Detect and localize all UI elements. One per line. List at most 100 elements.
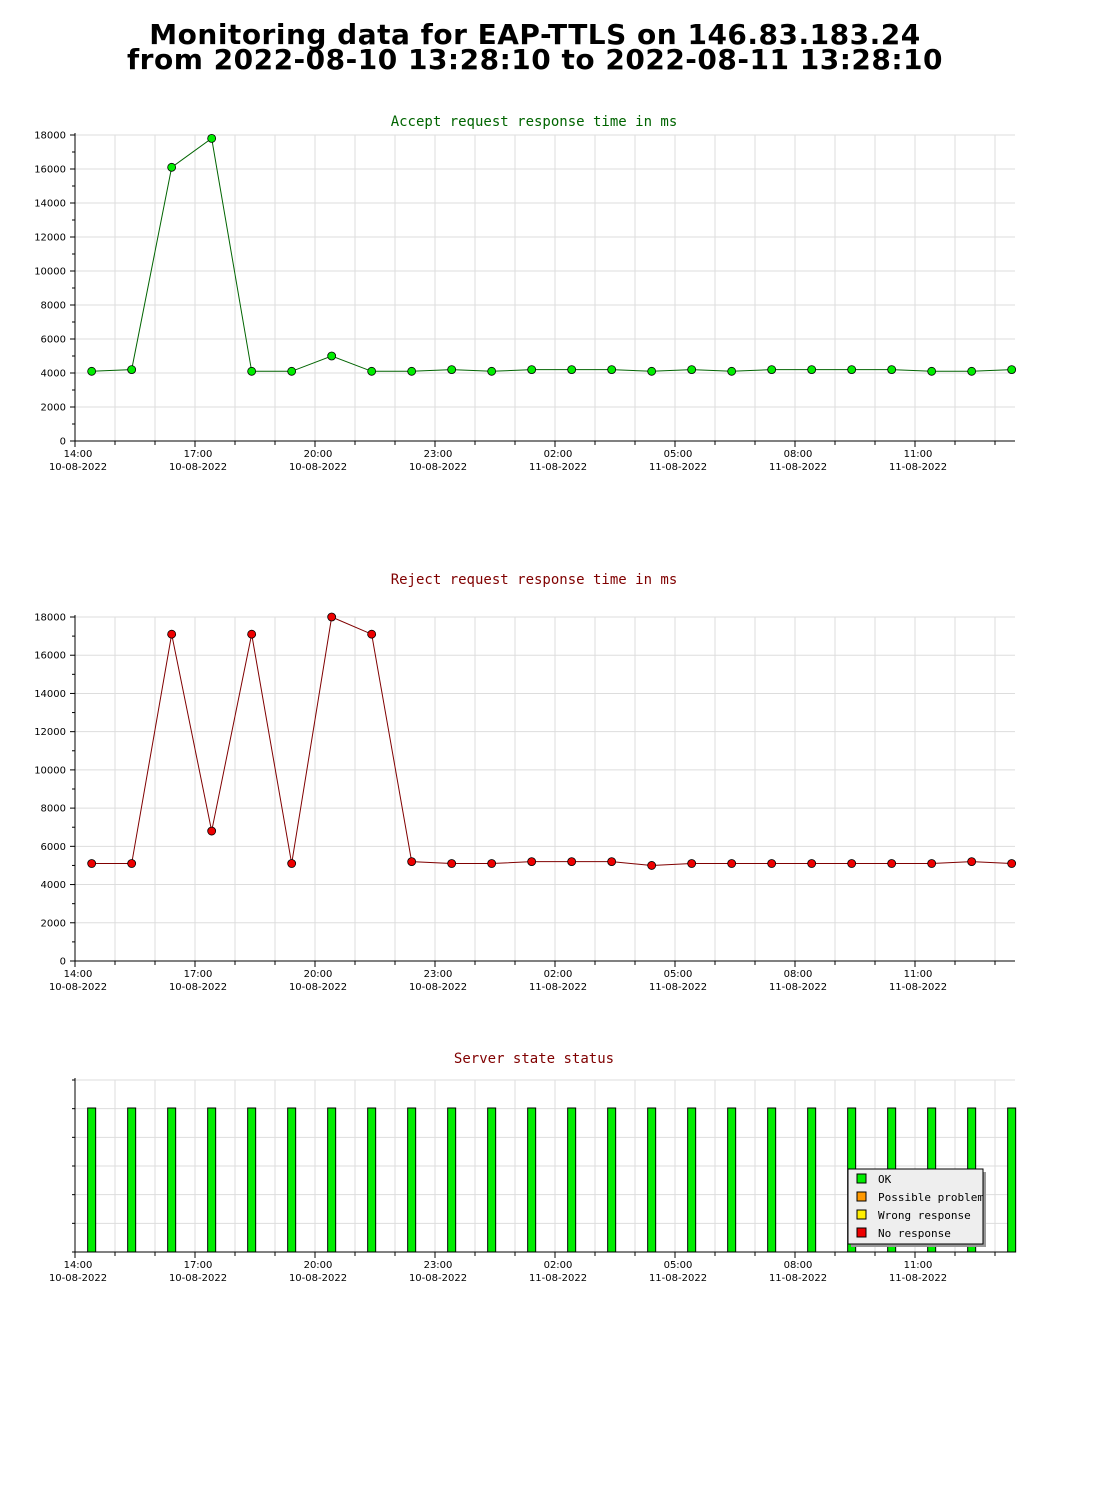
chart1-data-point (367, 366, 377, 376)
chart1-data-point (527, 365, 537, 375)
chart3-xtick-time: 23:00 (424, 1260, 453, 1271)
chart2-data-point (127, 859, 137, 868)
chart1-data-point (167, 162, 177, 172)
chart1-data-point (927, 366, 937, 376)
chart1-data-point (407, 366, 417, 376)
chart1-ytick-label: 4000 (41, 369, 66, 380)
chart1-data-point (567, 365, 577, 375)
chart2-title: Reject request response time in ms (391, 572, 678, 588)
chart3-xtick-time: 02:00 (544, 1260, 573, 1271)
chart2-data-point (487, 859, 497, 868)
chart1-data-point (447, 365, 457, 375)
chart2-data-point (647, 861, 657, 870)
chart3-status-bar (527, 1107, 537, 1253)
chart3-status-bar (327, 1107, 337, 1253)
chart1-xtick-date: 11-08-2022 (889, 462, 947, 473)
chart1-xtick-time: 20:00 (304, 449, 333, 460)
chart1-data-point (967, 366, 977, 376)
chart1-data-point (127, 365, 137, 375)
chart1-data-point (687, 365, 697, 375)
page-title-line2: from 2022-08-10 13:28:10 to 2022-08-11 1… (126, 43, 944, 76)
chart2-ytick-label: 14000 (34, 689, 66, 700)
chart3-status-bar (287, 1107, 297, 1253)
chart3-title: Server state status (454, 1051, 614, 1067)
chart2-data-point (527, 857, 537, 867)
legend-label: OK (878, 1173, 892, 1186)
chart3-status-bar (127, 1107, 137, 1253)
legend-label: Wrong response (878, 1209, 971, 1222)
chart1-ytick-label: 18000 (34, 131, 66, 142)
chart3-xtick-date: 11-08-2022 (769, 1273, 827, 1284)
chart3-status-bar (167, 1107, 177, 1253)
chart1-data-point (287, 366, 297, 376)
chart3-status-bar (447, 1107, 457, 1253)
chart1-data-point (727, 366, 737, 376)
chart2-data-point (727, 859, 737, 868)
chart2-series-line (91, 616, 1012, 866)
chart2-xtick-time: 23:00 (424, 969, 453, 980)
chart2-ytick-label: 10000 (34, 765, 66, 776)
chart2-xtick-date: 10-08-2022 (169, 982, 227, 993)
chart3-xtick-date: 10-08-2022 (409, 1273, 467, 1284)
chart1-data-point (647, 366, 657, 376)
chart2-data-point (367, 629, 377, 639)
chart1-xtick-time: 14:00 (64, 449, 93, 460)
chart1-ytick-label: 2000 (41, 403, 66, 414)
chart2-data-point (607, 857, 617, 867)
chart2-xtick-date: 11-08-2022 (529, 982, 587, 993)
chart1-data-point (87, 366, 97, 376)
chart1-series-line (91, 137, 1012, 372)
chart3-status-bar (647, 1107, 657, 1253)
chart3-xtick-time: 11:00 (904, 1260, 933, 1271)
chart2-xtick-date: 11-08-2022 (769, 982, 827, 993)
chart2-data-point (447, 859, 457, 868)
chart2-ytick-label: 4000 (41, 880, 66, 891)
chart2-data-point (767, 859, 777, 868)
chart1-data-point (247, 366, 257, 376)
chart2-data-point (87, 859, 97, 868)
chart2-ytick-label: 8000 (41, 804, 66, 815)
chart2-xtick-date: 10-08-2022 (49, 982, 107, 993)
chart2-xtick-date: 10-08-2022 (409, 982, 467, 993)
chart2-xtick-time: 11:00 (904, 969, 933, 980)
chart2-ytick-label: 6000 (41, 842, 66, 853)
chart3-status-bar (767, 1107, 777, 1253)
chart1-xtick-date: 11-08-2022 (529, 462, 587, 473)
chart1-ytick-label: 8000 (41, 301, 66, 312)
chart2-xtick-time: 14:00 (64, 969, 93, 980)
chart3-status-bar (687, 1107, 697, 1253)
chart3-xtick-date: 10-08-2022 (289, 1273, 347, 1284)
chart1-data-point (487, 366, 497, 376)
chart1-ytick-label: 14000 (34, 199, 66, 210)
chart2-ytick-label: 16000 (34, 651, 66, 662)
chart2-data-point (687, 859, 697, 868)
chart2-data-point (167, 629, 177, 639)
chart2-data-point (927, 859, 937, 868)
chart3-status-bar (727, 1107, 737, 1253)
chart1-xtick-time: 11:00 (904, 449, 933, 460)
chart3-xtick-date: 11-08-2022 (649, 1273, 707, 1284)
chart3-status-bar (87, 1107, 97, 1253)
chart1-data-point (887, 365, 897, 375)
chart2-data-point (247, 629, 257, 639)
chart1-xtick-date: 10-08-2022 (169, 462, 227, 473)
chart2-data-point (207, 826, 217, 836)
chart3-status-bar (807, 1107, 817, 1253)
chart1-xtick-time: 08:00 (784, 449, 813, 460)
legend-swatch (856, 1227, 867, 1238)
chart1-ytick-label: 6000 (41, 335, 66, 346)
chart1-xtick-date: 10-08-2022 (289, 462, 347, 473)
chart2-data-point (407, 857, 417, 867)
chart2-data-point (327, 612, 337, 622)
chart1-data-point (207, 133, 217, 143)
chart3-status-bar (247, 1107, 257, 1253)
chart1-xtick-date: 10-08-2022 (409, 462, 467, 473)
chart1-xtick-time: 05:00 (664, 449, 693, 460)
chart2-data-point (887, 859, 897, 868)
chart1-ytick-label: 0 (60, 437, 66, 448)
chart3-status-bar (207, 1107, 217, 1253)
chart2-xtick-date: 11-08-2022 (649, 982, 707, 993)
chart2-xtick-time: 02:00 (544, 969, 573, 980)
chart2-ytick-label: 2000 (41, 918, 66, 929)
